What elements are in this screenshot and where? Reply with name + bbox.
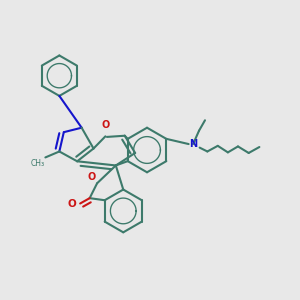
Text: O: O: [68, 199, 76, 209]
Text: N: N: [189, 139, 197, 149]
Text: CH₃: CH₃: [30, 159, 44, 168]
Text: O: O: [101, 120, 110, 130]
Text: O: O: [87, 172, 96, 182]
